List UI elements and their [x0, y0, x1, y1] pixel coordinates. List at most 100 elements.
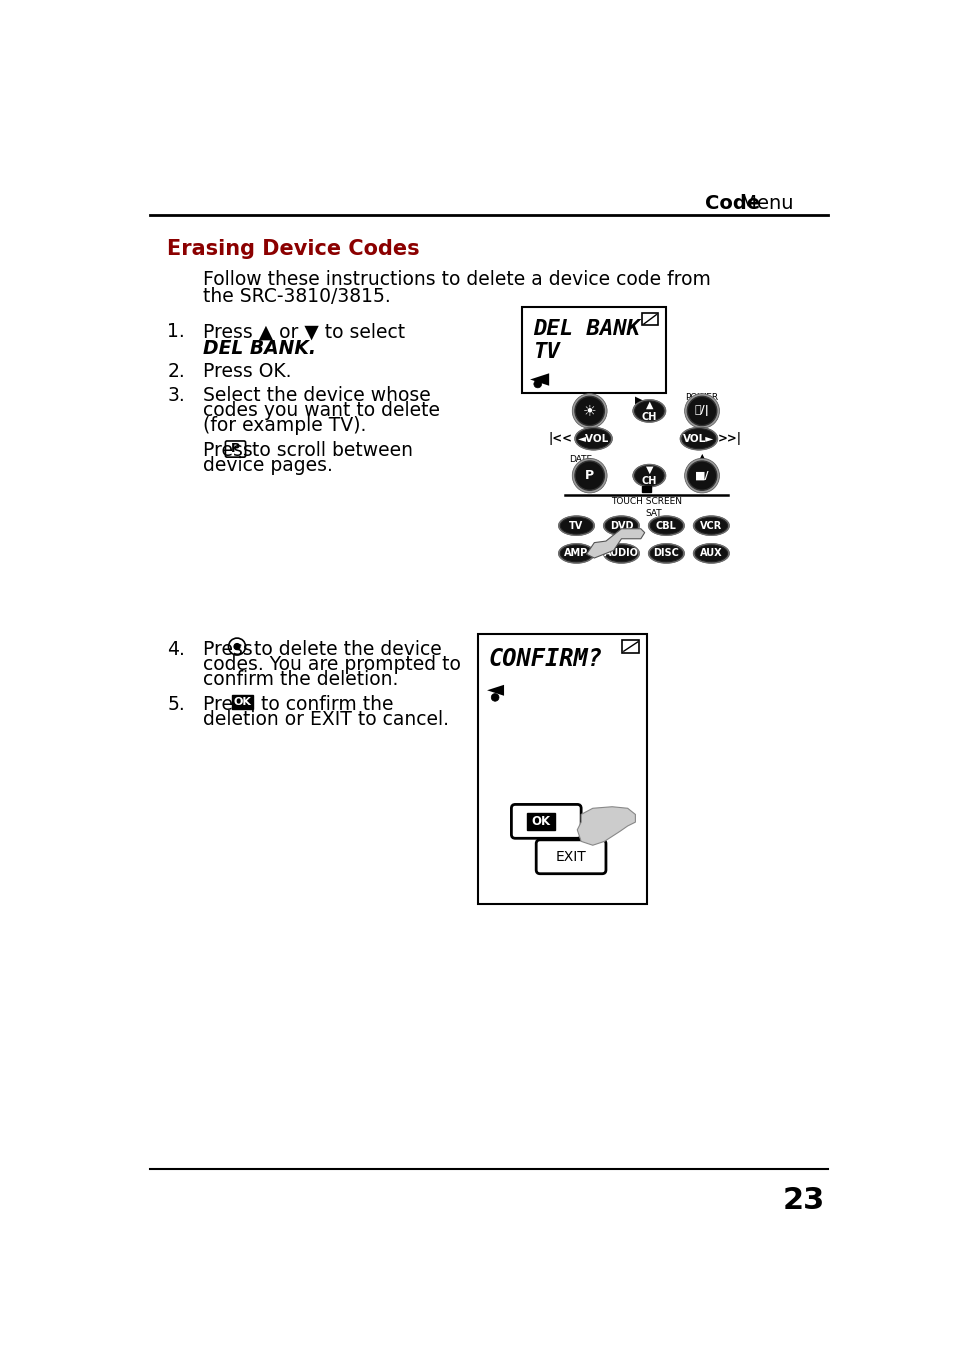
Text: TV: TV: [569, 521, 583, 531]
Text: codes you want to delete: codes you want to delete: [203, 402, 439, 420]
Ellipse shape: [695, 518, 727, 534]
Text: Press: Press: [203, 695, 258, 714]
Polygon shape: [577, 807, 635, 845]
Ellipse shape: [693, 544, 729, 564]
Text: DATE: DATE: [568, 454, 591, 464]
FancyBboxPatch shape: [526, 813, 555, 830]
Text: TOUCH SCREEN: TOUCH SCREEN: [610, 498, 681, 506]
Bar: [641, 314, 658, 326]
Text: ◄: ◄: [530, 366, 549, 391]
Text: ◄: ◄: [487, 679, 504, 699]
Circle shape: [686, 396, 716, 426]
Ellipse shape: [693, 515, 729, 535]
Text: |<<: |<<: [548, 433, 573, 445]
Text: 3.: 3.: [167, 385, 185, 404]
Text: Follow these instructions to delete a device code from: Follow these instructions to delete a de…: [203, 270, 710, 289]
Polygon shape: [586, 529, 644, 558]
Text: DEL BANK: DEL BANK: [533, 319, 639, 339]
Ellipse shape: [558, 544, 594, 564]
Ellipse shape: [602, 544, 639, 564]
Text: Code: Code: [704, 195, 760, 214]
Text: P: P: [584, 469, 594, 483]
Text: the SRC-3810/3815.: the SRC-3810/3815.: [203, 287, 391, 306]
Circle shape: [684, 393, 719, 429]
Circle shape: [534, 380, 541, 388]
Text: OK: OK: [233, 698, 252, 707]
Bar: [621, 641, 639, 653]
Ellipse shape: [632, 464, 665, 487]
Text: 5.: 5.: [167, 695, 185, 714]
Ellipse shape: [559, 518, 592, 534]
Text: DISC: DISC: [653, 549, 679, 558]
Circle shape: [686, 461, 716, 491]
Ellipse shape: [604, 545, 637, 562]
Text: TV: TV: [533, 342, 559, 362]
Text: ◄VOL: ◄VOL: [578, 434, 609, 443]
Text: Press: Press: [203, 639, 258, 658]
Text: ⏻/|: ⏻/|: [694, 406, 709, 416]
Ellipse shape: [576, 429, 610, 449]
Text: AUDIO: AUDIO: [603, 549, 639, 558]
Text: VOL►: VOL►: [682, 434, 714, 443]
Text: AMP: AMP: [564, 549, 588, 558]
Text: CBL: CBL: [656, 521, 676, 531]
Ellipse shape: [695, 545, 727, 562]
Text: Erasing Device Codes: Erasing Device Codes: [167, 239, 419, 260]
Text: codes. You are prompted to: codes. You are prompted to: [203, 654, 460, 675]
Text: 23: 23: [781, 1186, 823, 1215]
Text: Press OK.: Press OK.: [203, 362, 292, 381]
Ellipse shape: [679, 427, 718, 450]
Text: to scroll between: to scroll between: [246, 441, 413, 460]
Text: (for example TV).: (for example TV).: [203, 416, 366, 435]
Text: confirm the deletion.: confirm the deletion.: [203, 671, 398, 690]
Text: SAT: SAT: [645, 508, 661, 518]
Text: Press: Press: [203, 441, 258, 460]
Text: OK: OK: [531, 815, 550, 827]
Text: AUX: AUX: [700, 549, 722, 558]
Circle shape: [684, 458, 719, 493]
Ellipse shape: [558, 515, 594, 535]
Text: to delete the device: to delete the device: [248, 639, 441, 658]
Ellipse shape: [649, 545, 682, 562]
Text: VCR: VCR: [700, 521, 721, 531]
Text: >>|: >>|: [718, 433, 741, 445]
Circle shape: [491, 694, 498, 702]
Text: Select the device whose: Select the device whose: [203, 385, 430, 404]
Circle shape: [572, 393, 606, 429]
Ellipse shape: [574, 427, 612, 450]
Text: ▲
CH: ▲ CH: [641, 400, 657, 422]
Bar: [641, 485, 650, 492]
Text: device pages.: device pages.: [203, 457, 333, 476]
Circle shape: [233, 644, 240, 650]
Text: 2.: 2.: [167, 362, 185, 381]
Ellipse shape: [559, 545, 592, 562]
Ellipse shape: [634, 465, 663, 485]
Text: EXIT: EXIT: [555, 850, 586, 864]
Text: Menu: Menu: [733, 195, 793, 214]
Circle shape: [575, 461, 604, 491]
Text: DEL BANK.: DEL BANK.: [203, 339, 315, 358]
Ellipse shape: [647, 544, 684, 564]
Ellipse shape: [604, 518, 637, 534]
Bar: [521, 307, 665, 393]
Text: deletion or EXIT to cancel.: deletion or EXIT to cancel.: [203, 711, 449, 730]
Ellipse shape: [649, 518, 682, 534]
Text: DVD: DVD: [609, 521, 633, 531]
Bar: [477, 634, 646, 903]
Text: ▲: ▲: [697, 452, 705, 462]
Ellipse shape: [634, 402, 663, 420]
FancyBboxPatch shape: [233, 695, 253, 708]
Text: Press ▲ or ▼ to select: Press ▲ or ▼ to select: [203, 322, 405, 342]
Circle shape: [575, 396, 604, 426]
Ellipse shape: [602, 515, 639, 535]
Ellipse shape: [681, 429, 716, 449]
Text: to confirm the: to confirm the: [254, 695, 393, 714]
Text: ■/: ■/: [694, 470, 709, 480]
Ellipse shape: [632, 399, 665, 422]
Text: ▼
CH: ▼ CH: [641, 465, 657, 487]
Text: 4.: 4.: [167, 639, 185, 658]
Text: ☀: ☀: [582, 403, 596, 419]
Text: CONFIRM?: CONFIRM?: [488, 646, 602, 671]
Text: 1.: 1.: [167, 322, 185, 342]
Text: P: P: [231, 442, 240, 456]
